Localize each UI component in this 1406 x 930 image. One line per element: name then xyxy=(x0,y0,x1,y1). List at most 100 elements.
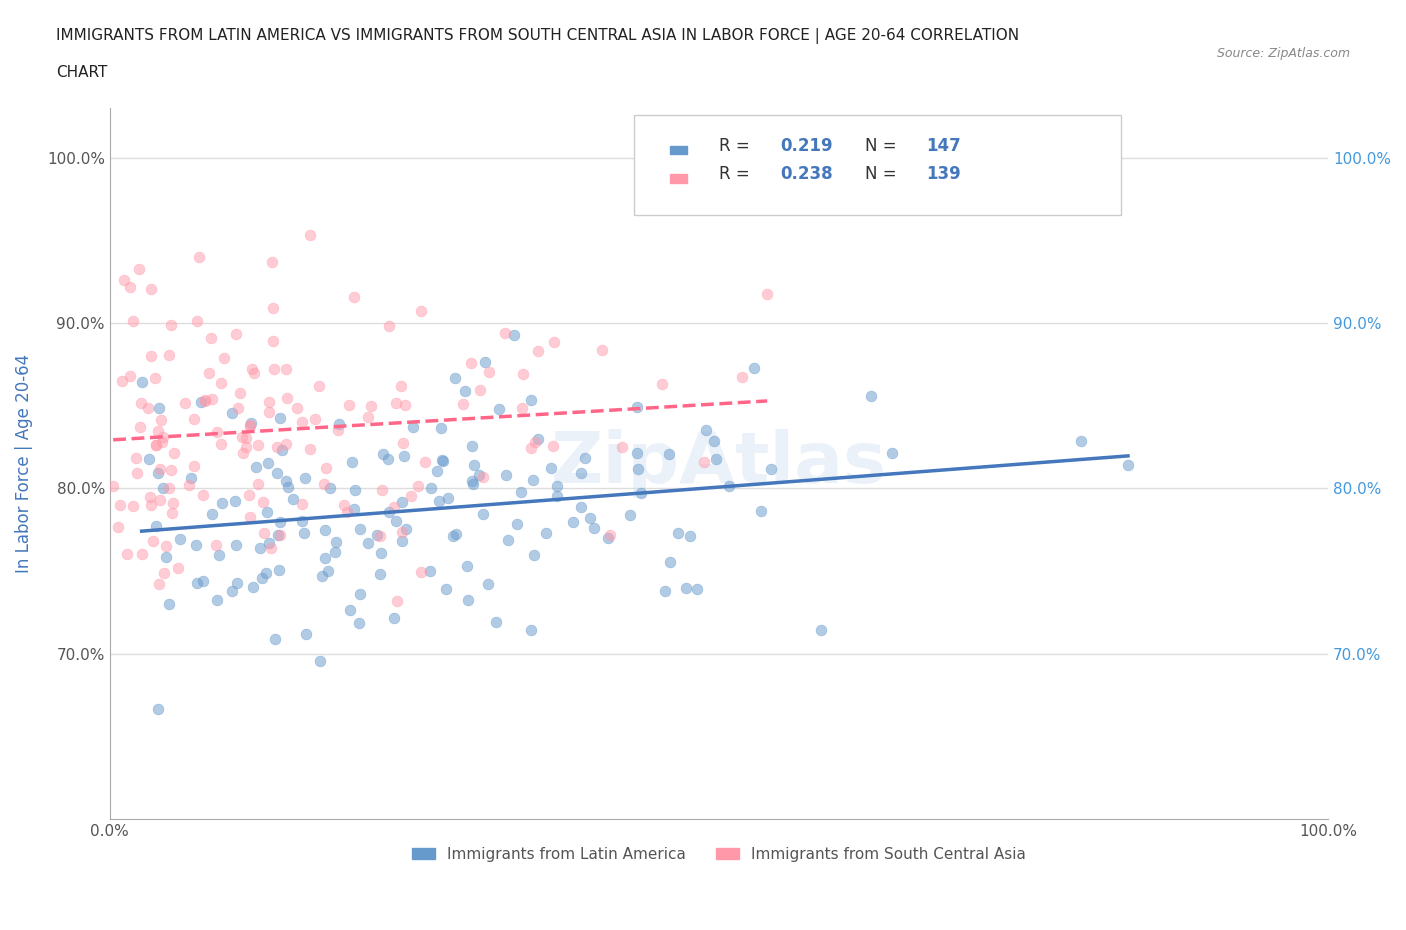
Point xyxy=(382,499,405,514)
Point xyxy=(371,446,394,461)
Point xyxy=(205,425,228,440)
Point xyxy=(510,401,533,416)
Point xyxy=(626,446,648,461)
Point xyxy=(392,448,415,463)
Point xyxy=(146,701,169,716)
Point xyxy=(226,401,249,416)
Point xyxy=(262,300,284,315)
Point xyxy=(107,519,129,534)
Point xyxy=(155,550,177,565)
Point xyxy=(129,396,152,411)
Point xyxy=(477,577,499,591)
Point xyxy=(190,395,212,410)
Point xyxy=(257,405,280,419)
Point xyxy=(336,505,359,520)
Point xyxy=(240,416,263,431)
Point xyxy=(357,409,380,424)
Point xyxy=(534,526,557,541)
Point xyxy=(253,525,276,540)
Point xyxy=(389,379,412,393)
Point xyxy=(260,541,283,556)
Point xyxy=(506,516,529,531)
Point xyxy=(419,480,441,495)
Point xyxy=(208,548,231,563)
Point xyxy=(148,577,170,591)
Point xyxy=(326,423,349,438)
Point xyxy=(495,468,517,483)
Point xyxy=(520,441,543,456)
Point xyxy=(225,538,247,552)
Point xyxy=(395,522,418,537)
Point xyxy=(294,471,316,485)
Point xyxy=(512,366,534,381)
Point xyxy=(274,473,297,488)
Point xyxy=(249,540,271,555)
Point xyxy=(744,361,766,376)
Point xyxy=(149,412,172,427)
Point xyxy=(267,563,290,578)
Point xyxy=(225,576,247,591)
Point xyxy=(370,546,392,561)
Point xyxy=(162,496,184,511)
Point xyxy=(340,455,363,470)
Point xyxy=(160,462,183,477)
Point xyxy=(541,439,564,454)
Point xyxy=(209,376,232,391)
Point xyxy=(371,482,394,497)
Point xyxy=(343,289,366,304)
Point xyxy=(759,461,782,476)
Point xyxy=(194,393,217,408)
Point xyxy=(574,450,596,465)
Point xyxy=(378,319,401,334)
Point xyxy=(129,420,152,435)
Point xyxy=(526,344,548,359)
Point xyxy=(523,547,546,562)
Point xyxy=(561,515,583,530)
Point xyxy=(193,574,215,589)
Point xyxy=(347,616,370,631)
Point xyxy=(503,327,526,342)
Point xyxy=(169,531,191,546)
Point xyxy=(370,529,392,544)
Point xyxy=(441,529,464,544)
Point xyxy=(457,592,479,607)
Point xyxy=(456,558,478,573)
Point xyxy=(598,530,620,545)
Point xyxy=(630,485,652,500)
Point xyxy=(128,261,150,276)
Point xyxy=(260,255,283,270)
Point xyxy=(269,515,291,530)
Point xyxy=(247,438,270,453)
Text: CHART: CHART xyxy=(56,65,108,80)
Point xyxy=(488,402,510,417)
Point xyxy=(314,551,336,565)
Point xyxy=(686,581,709,596)
Point xyxy=(432,454,454,469)
Point xyxy=(675,580,697,595)
Point xyxy=(478,365,501,379)
Point xyxy=(468,468,491,483)
Y-axis label: In Labor Force | Age 20-64: In Labor Force | Age 20-64 xyxy=(15,353,32,573)
Point xyxy=(225,326,247,341)
Point xyxy=(460,438,482,453)
Point xyxy=(520,392,543,407)
Point xyxy=(391,525,413,539)
Text: 0.238: 0.238 xyxy=(780,166,832,183)
Text: Source: ZipAtlas.com: Source: ZipAtlas.com xyxy=(1216,46,1350,60)
Point xyxy=(591,342,613,357)
Point xyxy=(543,334,565,349)
Point xyxy=(120,368,142,383)
Point xyxy=(257,394,280,409)
Point xyxy=(343,501,366,516)
Point xyxy=(472,507,495,522)
Point xyxy=(267,528,290,543)
Point xyxy=(247,476,270,491)
Point xyxy=(360,398,382,413)
Point xyxy=(419,564,441,578)
Point xyxy=(349,586,371,601)
Point xyxy=(138,452,160,467)
Point xyxy=(370,566,392,581)
Point xyxy=(111,374,134,389)
Point xyxy=(257,455,280,470)
Point xyxy=(1116,458,1139,472)
